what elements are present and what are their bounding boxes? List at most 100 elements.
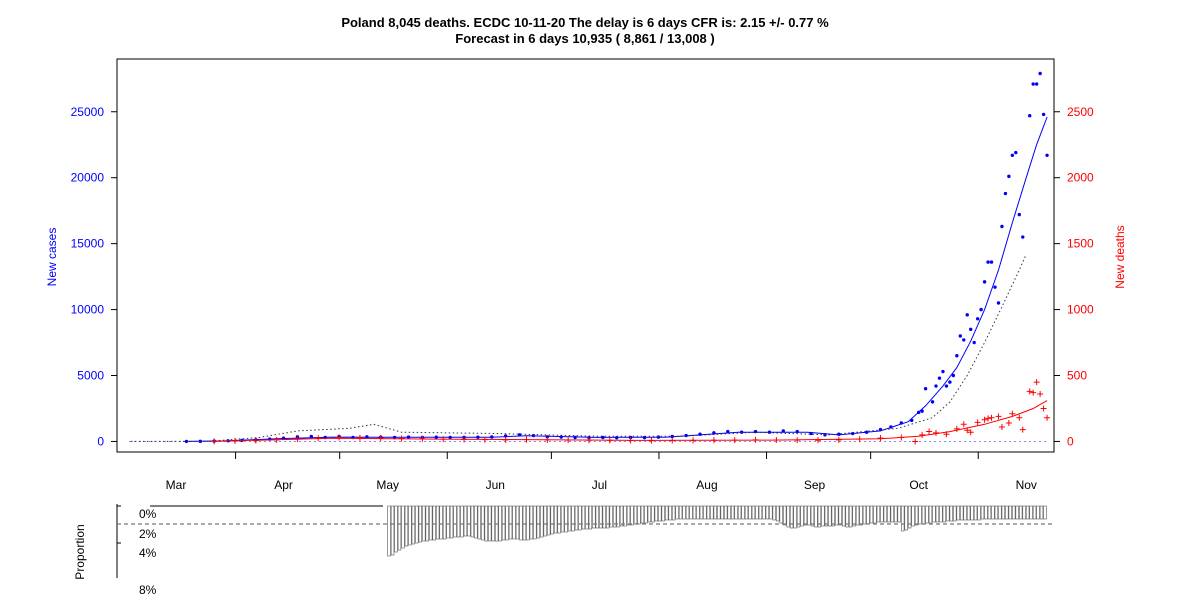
prop-bar-52 bbox=[567, 505, 572, 532]
prop-bar-157 bbox=[932, 505, 936, 523]
x-tick-label-1: Apr bbox=[274, 478, 293, 492]
series-4-line bbox=[214, 400, 1048, 442]
x-tick-label-7: Oct bbox=[909, 478, 928, 492]
prop-bar-25 bbox=[474, 505, 478, 539]
series-0-point-74 bbox=[989, 260, 994, 264]
prop-bar-132 bbox=[845, 505, 849, 528]
prop-bar-36 bbox=[512, 505, 516, 540]
prop-bar-13 bbox=[432, 505, 436, 541]
prop-bar-117 bbox=[793, 505, 797, 529]
prop-bar-78 bbox=[658, 505, 662, 522]
prop-bar-146 bbox=[894, 505, 898, 523]
prop-bar-69 bbox=[626, 505, 631, 526]
series-3-point-56 bbox=[1037, 390, 1044, 397]
x-tick-label-3: Jun bbox=[486, 478, 505, 492]
prop-bar-133 bbox=[848, 505, 853, 528]
prop-bar-131 bbox=[842, 505, 846, 527]
series-0-point-87 bbox=[1038, 71, 1042, 76]
prop-bar-183 bbox=[1022, 505, 1026, 520]
prop-bar-121 bbox=[807, 505, 811, 526]
series-0-point-81 bbox=[1014, 150, 1018, 155]
prop-bar-163 bbox=[953, 505, 957, 522]
series-0-point-82 bbox=[1017, 212, 1021, 217]
series-3-point-7 bbox=[356, 434, 363, 441]
series-0-point-67 bbox=[965, 313, 969, 317]
prop-bar-41 bbox=[529, 505, 534, 540]
prop-tick-label-2: 4% bbox=[139, 546, 157, 560]
prop-bar-65 bbox=[612, 505, 617, 528]
prop-bar-16 bbox=[442, 505, 447, 540]
series-3-point-57 bbox=[1040, 405, 1047, 412]
prop-bar-129 bbox=[835, 505, 839, 526]
prop-bar-58 bbox=[588, 505, 593, 530]
prop-bar-57 bbox=[585, 505, 589, 530]
prop-bar-84 bbox=[678, 505, 683, 520]
series-3-point-34 bbox=[912, 438, 919, 445]
prop-bar-105 bbox=[751, 505, 756, 520]
x-tick-label-5: Aug bbox=[696, 478, 717, 492]
prop-bar-44 bbox=[540, 505, 544, 538]
prop-bar-150 bbox=[907, 505, 912, 529]
prop-bar-171 bbox=[980, 505, 985, 520]
prop-bar-5 bbox=[404, 505, 409, 547]
plot-frame bbox=[116, 58, 1055, 453]
prop-bar-2 bbox=[394, 505, 398, 553]
prop-bar-35 bbox=[508, 505, 513, 540]
prop-bar-120 bbox=[803, 505, 808, 526]
prop-bar-119 bbox=[800, 505, 804, 527]
prop-bar-43 bbox=[536, 505, 540, 539]
prop-bar-111 bbox=[772, 505, 776, 521]
series-0-point-28 bbox=[573, 435, 577, 440]
prop-bar-10 bbox=[422, 505, 426, 542]
prop-bar-68 bbox=[623, 505, 627, 527]
prop-bar-149 bbox=[904, 505, 908, 531]
prop-bar-135 bbox=[855, 505, 860, 526]
proportion-plot: 0% 2% 4% 8% bbox=[116, 504, 1054, 597]
prop-bar-166 bbox=[963, 505, 967, 521]
series-3-point-42 bbox=[967, 429, 974, 436]
series-0-point-56 bbox=[923, 386, 928, 391]
prop-bar-136 bbox=[859, 505, 863, 526]
prop-bar-7 bbox=[411, 505, 416, 545]
series-3-point-54 bbox=[1030, 389, 1037, 396]
series-0-point-73 bbox=[986, 260, 990, 264]
prop-bar-72 bbox=[637, 505, 641, 525]
prop-bar-181 bbox=[1015, 505, 1019, 520]
prop-bar-106 bbox=[755, 505, 759, 520]
prop-bar-83 bbox=[675, 505, 679, 520]
prop-bar-24 bbox=[470, 505, 475, 538]
prop-bar-116 bbox=[789, 505, 794, 529]
prop-bar-98 bbox=[727, 505, 731, 520]
series-0-point-77 bbox=[1000, 224, 1004, 229]
prop-bar-88 bbox=[692, 505, 697, 520]
prop-bar-100 bbox=[734, 505, 738, 520]
prop-bar-3 bbox=[397, 505, 402, 551]
series-0-point-44 bbox=[795, 429, 799, 434]
series-0-point-76 bbox=[996, 301, 1001, 305]
prop-bar-137 bbox=[862, 505, 867, 525]
y-right-tick-label-4: 2000 bbox=[1067, 171, 1094, 185]
series-3-point-40 bbox=[960, 421, 967, 428]
prop-bar-60 bbox=[595, 505, 599, 529]
x-tick-label-6: Sep bbox=[804, 478, 826, 492]
prop-bar-185 bbox=[1029, 505, 1033, 520]
prop-bar-175 bbox=[994, 505, 999, 520]
series-3-point-50 bbox=[1009, 410, 1016, 417]
prop-bar-176 bbox=[998, 505, 1002, 520]
series-3-point-44 bbox=[981, 416, 988, 423]
prop-bar-89 bbox=[696, 505, 700, 520]
prop-bar-101 bbox=[737, 505, 742, 520]
prop-bar-39 bbox=[522, 505, 527, 541]
series-3-point-49 bbox=[1005, 419, 1012, 426]
prop-bar-62 bbox=[602, 505, 606, 529]
prop-bar-158 bbox=[935, 505, 940, 523]
prop-bar-142 bbox=[880, 505, 884, 523]
prop-bar-76 bbox=[651, 505, 655, 523]
series-0-point-78 bbox=[1003, 191, 1008, 196]
series-0-point-70 bbox=[975, 317, 980, 321]
prop-bar-21 bbox=[460, 505, 464, 538]
series-0-point-62 bbox=[948, 380, 952, 384]
series-0-point-86 bbox=[1034, 82, 1039, 86]
prop-bar-159 bbox=[939, 505, 943, 523]
series-0-point-79 bbox=[1007, 174, 1011, 179]
